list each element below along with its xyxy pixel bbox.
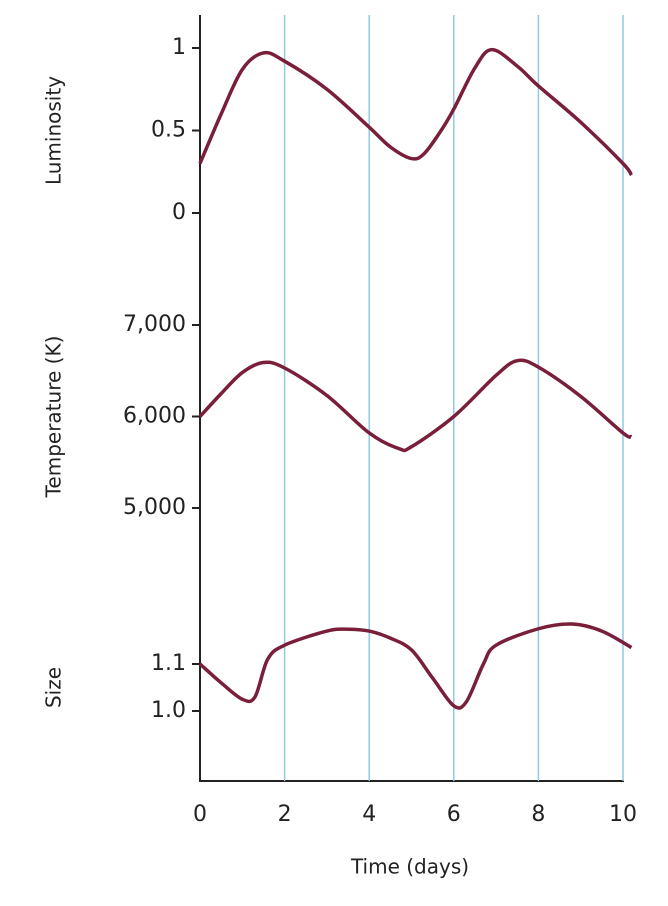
y-axis-label: Temperature (K) [42, 336, 66, 499]
x-tick-label: 2 [278, 802, 292, 827]
y-tick-label: 1.1 [151, 651, 186, 676]
x-tick-label: 0 [193, 802, 207, 827]
y-tick-label: 5,000 [123, 495, 186, 520]
x-tick-label: 8 [531, 802, 545, 827]
x-tick-label: 4 [362, 802, 376, 827]
y-axis-label: Size [42, 667, 66, 708]
data-line [198, 358, 633, 453]
x-tick-label: 10 [609, 802, 637, 827]
x-axis-label: Time (days) [350, 855, 469, 879]
y-tick-label: 0.5 [151, 118, 186, 143]
y-tick-label: 7,000 [123, 312, 186, 337]
y-tick-label: 6,000 [123, 404, 186, 429]
x-tick-label: 6 [447, 802, 461, 827]
y-tick-label: 1 [172, 35, 186, 60]
y-tick-label: 1.0 [151, 698, 186, 723]
data-line [198, 47, 633, 177]
y-tick-label: 0 [172, 200, 186, 225]
y-axis-label: Luminosity [42, 76, 66, 185]
data-line [198, 622, 633, 710]
